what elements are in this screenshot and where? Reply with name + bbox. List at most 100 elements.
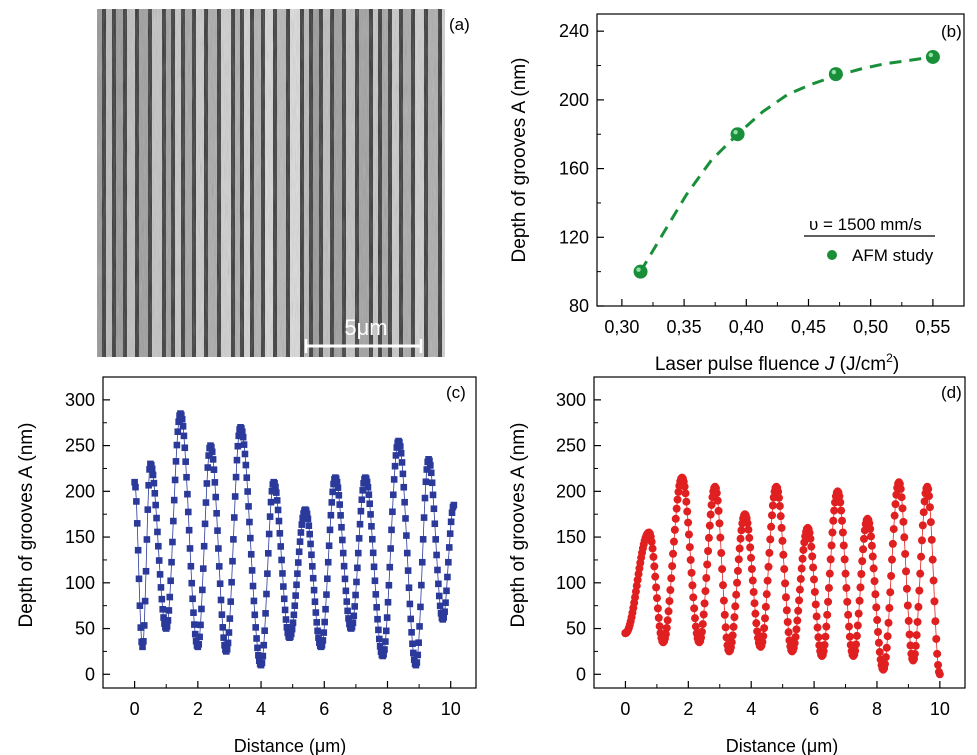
data-point xyxy=(768,511,776,519)
data-point xyxy=(699,620,707,628)
data-point xyxy=(759,632,767,640)
data-point xyxy=(778,524,786,532)
data-point xyxy=(794,607,802,615)
data-point xyxy=(764,563,772,571)
data-point xyxy=(733,579,741,587)
data-point xyxy=(899,518,907,526)
data-point xyxy=(719,581,727,589)
data-point xyxy=(143,568,150,575)
data-point xyxy=(389,508,396,515)
data-point xyxy=(213,510,220,517)
data-point xyxy=(673,505,681,513)
data-point xyxy=(828,542,836,550)
data-point xyxy=(196,634,203,641)
data-point-highlight xyxy=(832,70,836,74)
data-point xyxy=(195,641,202,648)
data-point xyxy=(684,519,692,527)
data-point xyxy=(388,527,395,534)
data-point xyxy=(781,579,789,587)
data-point xyxy=(776,502,784,510)
data-point xyxy=(926,503,934,511)
data-point xyxy=(762,603,770,611)
data-point xyxy=(919,521,927,529)
data-point xyxy=(290,619,297,626)
data-point xyxy=(682,498,690,506)
data-point xyxy=(784,618,792,626)
data-point xyxy=(141,622,148,629)
data-point xyxy=(717,549,725,557)
data-point xyxy=(392,463,399,470)
data-point xyxy=(227,615,234,622)
data-point xyxy=(150,472,157,479)
data-point xyxy=(729,631,737,639)
data-point xyxy=(352,592,359,599)
data-point xyxy=(716,534,724,542)
data-point xyxy=(870,564,878,572)
data-point xyxy=(889,540,897,548)
data-point xyxy=(431,505,438,512)
data-point xyxy=(884,632,892,640)
data-point xyxy=(211,466,218,473)
data-point xyxy=(808,552,816,560)
data-point xyxy=(446,544,453,551)
data-point xyxy=(179,416,186,423)
data-point xyxy=(365,484,372,491)
x-tick-label: 6 xyxy=(809,699,819,719)
data-point xyxy=(342,576,349,583)
x-tick-label: 10 xyxy=(441,699,461,719)
data-point xyxy=(234,457,241,464)
data-point xyxy=(251,611,258,618)
data-points-b xyxy=(634,50,940,279)
data-point xyxy=(674,496,682,504)
data-point xyxy=(407,601,414,608)
data-point xyxy=(168,559,175,566)
data-point xyxy=(200,565,207,572)
data-point xyxy=(902,567,910,575)
data-point xyxy=(243,462,250,469)
data-point xyxy=(665,607,673,615)
data-point xyxy=(683,508,691,516)
y-tick-label: 300 xyxy=(65,390,95,410)
y-tick-label: 150 xyxy=(65,527,95,547)
data-point xyxy=(429,479,436,486)
data-point xyxy=(326,542,333,549)
data-point xyxy=(838,517,846,525)
data-point xyxy=(262,610,269,617)
data-point xyxy=(336,492,343,499)
x-tick-label: 2 xyxy=(193,699,203,719)
y-tick-label: 0 xyxy=(576,664,586,684)
data-point xyxy=(858,557,866,565)
data-point xyxy=(728,638,736,646)
data-point xyxy=(293,581,300,588)
data-point xyxy=(358,508,365,515)
data-point xyxy=(442,599,449,606)
data-point xyxy=(204,480,211,487)
y-axis-label-b: Depth of grooves A (nm) xyxy=(509,58,530,263)
data-point xyxy=(190,609,197,616)
data-point xyxy=(814,624,822,632)
data-point xyxy=(212,479,219,486)
data-point xyxy=(799,546,807,554)
data-point xyxy=(133,498,140,505)
y-tick-label: 250 xyxy=(65,436,95,456)
data-point xyxy=(248,551,255,558)
data-point xyxy=(414,659,421,666)
data-point xyxy=(245,503,252,510)
data-point xyxy=(886,588,894,596)
data-point xyxy=(204,464,211,471)
data-point xyxy=(829,517,837,525)
x-tick-label: 0,30 xyxy=(604,317,639,337)
data-point xyxy=(328,512,335,519)
data-point xyxy=(249,567,256,574)
data-point xyxy=(917,553,925,561)
data-point xyxy=(704,547,712,555)
data-point xyxy=(260,642,267,649)
data-point xyxy=(369,536,376,543)
data-point xyxy=(692,623,700,631)
data-point xyxy=(721,611,729,619)
data-point xyxy=(765,549,773,557)
data-point xyxy=(167,577,174,584)
data-point xyxy=(189,595,196,602)
data-point xyxy=(881,660,889,668)
data-point xyxy=(306,522,313,529)
